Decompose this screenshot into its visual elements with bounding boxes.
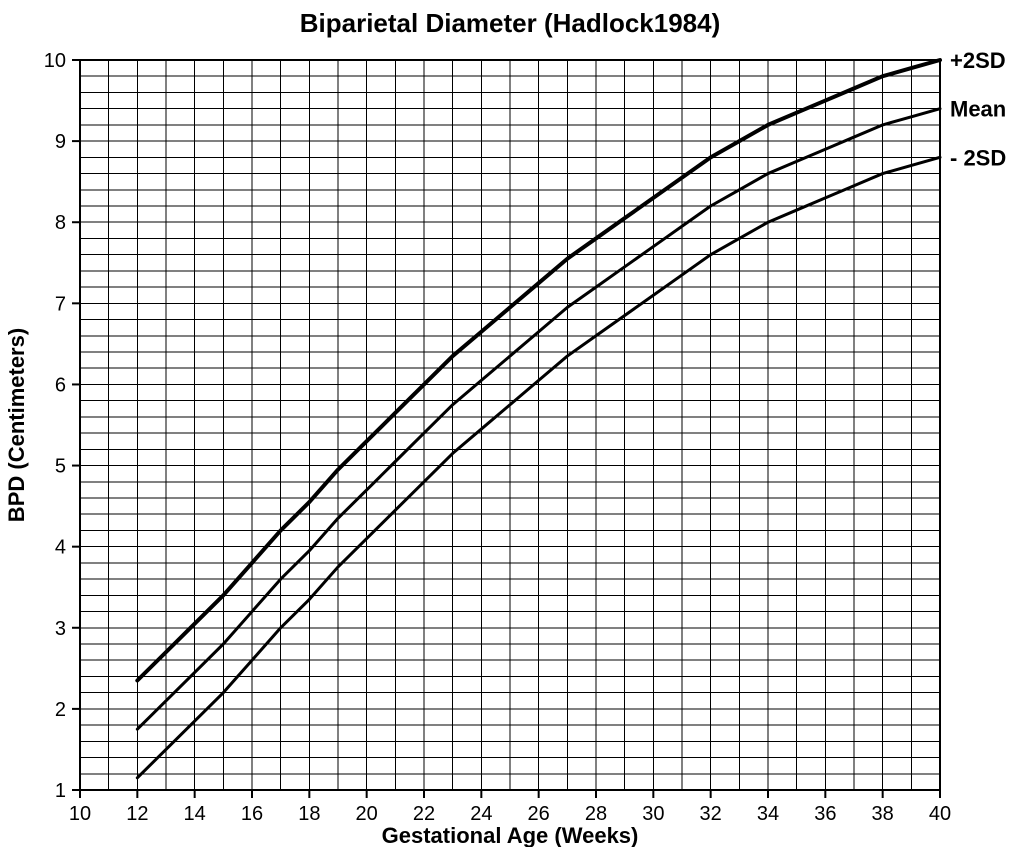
series-label: +2SD	[950, 48, 1006, 73]
x-axis-label: Gestational Age (Weeks)	[382, 823, 639, 847]
x-tick-label: 10	[69, 803, 91, 825]
x-tick-label: 40	[929, 803, 951, 825]
y-tick-label: 10	[44, 50, 66, 72]
x-tick-label: 30	[642, 803, 664, 825]
x-tick-label: 18	[298, 803, 320, 825]
chart-container: 1012141618202224262830323436384012345678…	[0, 0, 1024, 847]
y-tick-label: 6	[55, 374, 66, 396]
x-tick-label: 24	[470, 803, 492, 825]
chart-title: Biparietal Diameter (Hadlock1984)	[300, 8, 721, 38]
y-tick-label: 7	[55, 293, 66, 315]
y-tick-label: 9	[55, 131, 66, 153]
y-tick-label: 2	[55, 699, 66, 721]
x-tick-label: 12	[126, 803, 148, 825]
y-axis-label: BPD (Centimeters)	[4, 328, 29, 522]
x-tick-label: 20	[356, 803, 378, 825]
x-tick-label: 16	[241, 803, 263, 825]
y-tick-label: 1	[55, 780, 66, 802]
y-tick-label: 3	[55, 618, 66, 640]
y-tick-label: 5	[55, 456, 66, 478]
series-label: Mean	[950, 97, 1006, 122]
x-tick-label: 36	[814, 803, 836, 825]
x-tick-label: 26	[528, 803, 550, 825]
x-tick-label: 28	[585, 803, 607, 825]
y-tick-label: 4	[55, 537, 66, 559]
chart-svg: 1012141618202224262830323436384012345678…	[0, 0, 1024, 847]
x-tick-label: 32	[700, 803, 722, 825]
x-tick-label: 38	[872, 803, 894, 825]
series-label: - 2SD	[950, 145, 1006, 170]
x-tick-label: 22	[413, 803, 435, 825]
x-tick-label: 14	[184, 803, 206, 825]
y-tick-label: 8	[55, 212, 66, 234]
x-tick-label: 34	[757, 803, 779, 825]
chart-background	[0, 0, 1024, 847]
